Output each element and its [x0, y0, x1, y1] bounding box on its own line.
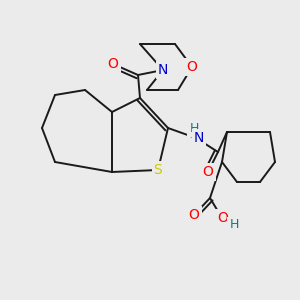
Text: O: O: [202, 165, 213, 179]
Text: S: S: [154, 163, 162, 177]
Text: N: N: [194, 131, 204, 145]
Text: H: H: [189, 122, 199, 136]
Text: O: O: [189, 208, 200, 222]
Text: N: N: [158, 63, 168, 77]
Text: O: O: [218, 211, 228, 225]
Text: O: O: [108, 57, 118, 71]
Text: O: O: [187, 60, 197, 74]
Text: H: H: [229, 218, 239, 232]
